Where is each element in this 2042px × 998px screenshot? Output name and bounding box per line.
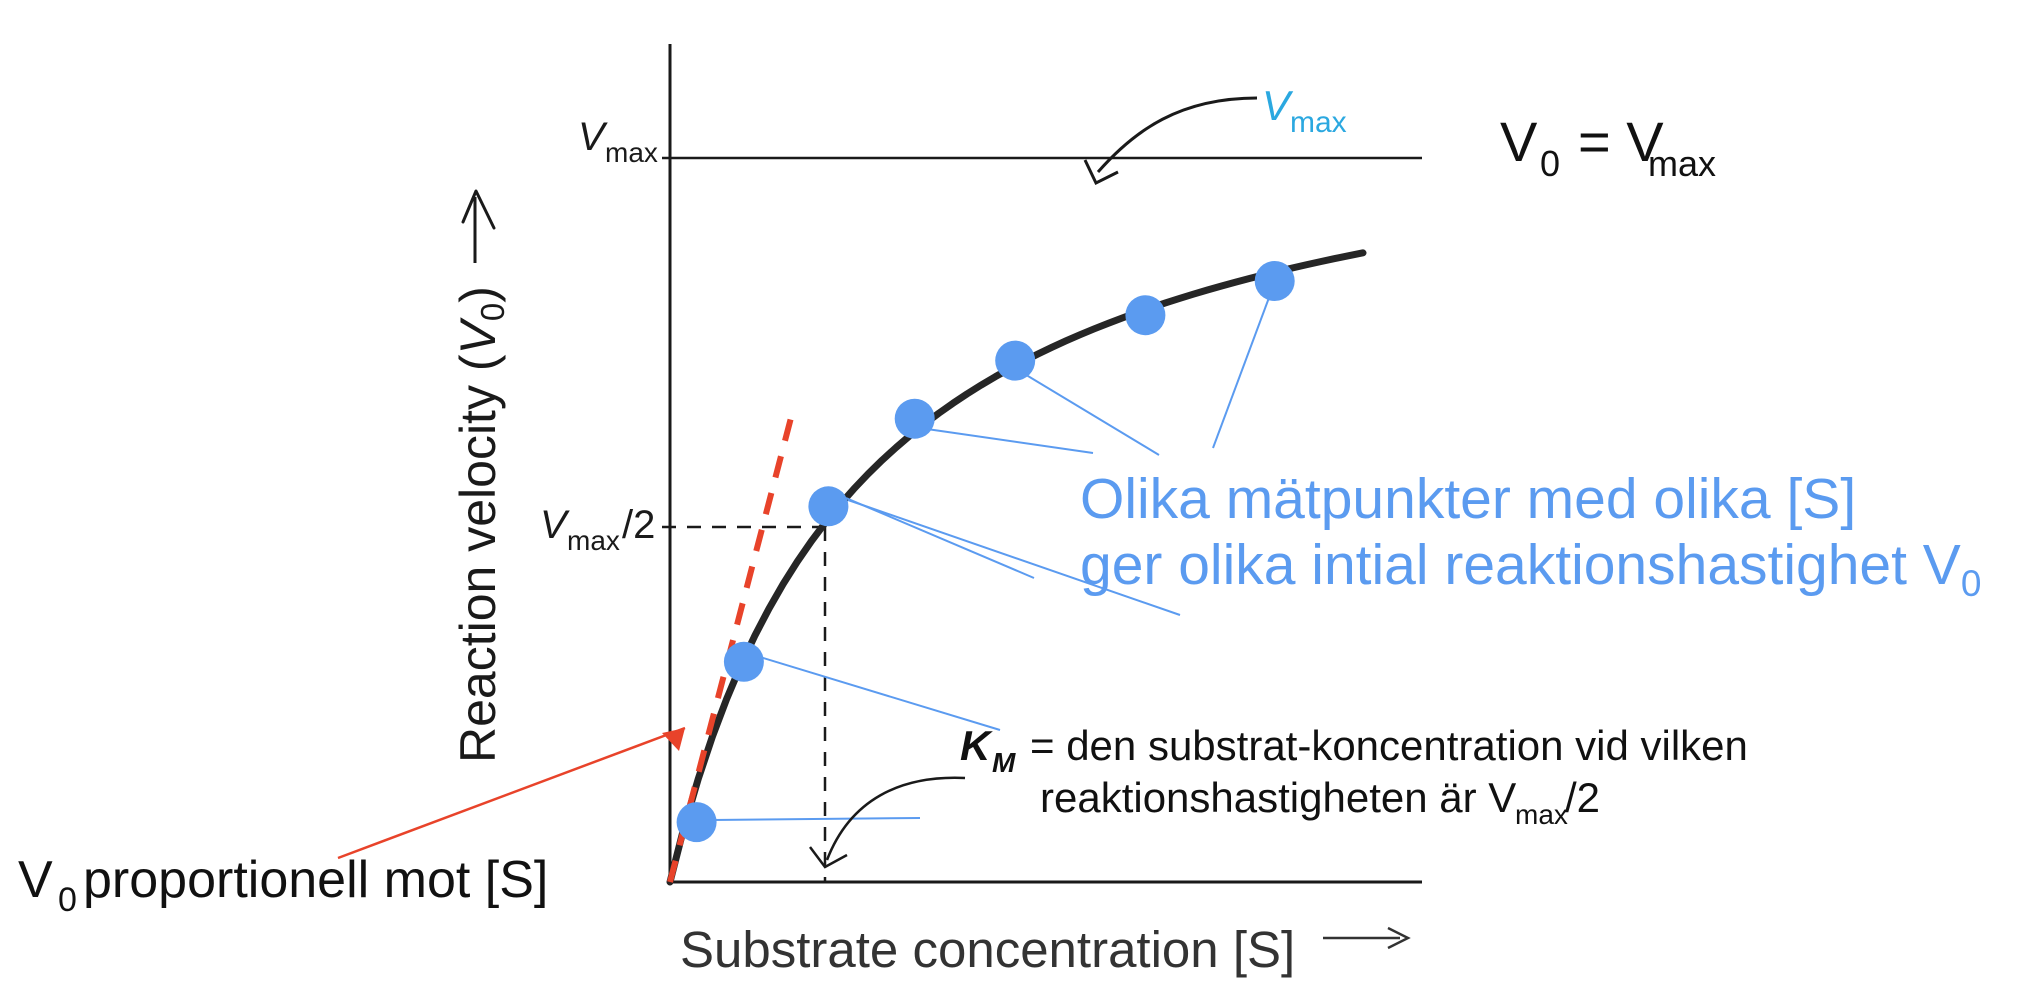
svg-text:max: max [1290,106,1347,139]
svg-text:K: K [960,722,993,769]
svg-text:V: V [578,115,608,159]
svg-text:proportionell mot [S]: proportionell mot [S] [83,851,548,909]
svg-text:Reaction velocity (V0): Reaction velocity (V0) [450,286,511,763]
svg-text:Olika mätpunkter med olika [S]: Olika mätpunkter med olika [S] [1080,467,1856,531]
svg-text:max: max [1648,143,1716,184]
svg-text:V: V [18,851,53,909]
svg-text:M: M [992,747,1016,778]
svg-text:max: max [1515,799,1568,830]
svg-text:/2: /2 [1565,774,1600,821]
svg-text:0: 0 [1540,143,1560,184]
svg-text:= den substrat-koncentration v: = den substrat-koncentration vid vilken [1030,722,1748,769]
svg-text:max: max [567,525,620,556]
svg-text:max: max [605,137,658,168]
svg-text:/2: /2 [622,503,655,547]
svg-text:reaktionshastigheten är V: reaktionshastigheten är V [1040,774,1516,821]
svg-text:0: 0 [58,881,77,919]
svg-text:ger olika intial reaktionshast: ger olika intial reaktionshastighet V0 [1080,533,1981,604]
svg-text:Substrate concentration [S]: Substrate concentration [S] [680,921,1295,978]
svg-text:V: V [540,503,570,547]
svg-text:V: V [1500,110,1538,173]
